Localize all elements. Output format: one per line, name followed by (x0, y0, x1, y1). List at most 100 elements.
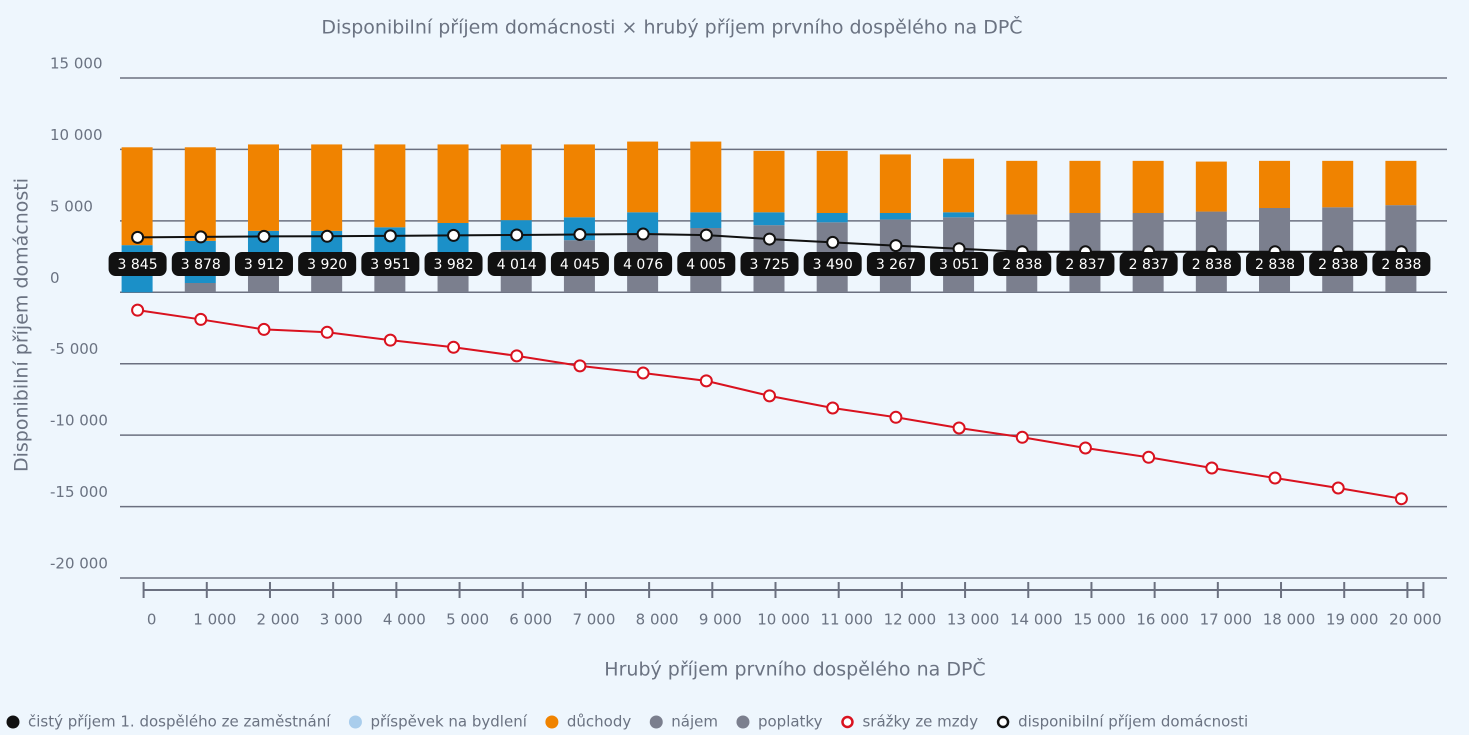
bar (184, 147, 216, 241)
x-tick-label: 7 000 (572, 611, 615, 629)
x-tick-label: 18 000 (1263, 611, 1316, 629)
legend-label: příspěvek na bydlení (370, 713, 527, 731)
marker (952, 421, 966, 435)
value-label-box (1246, 252, 1305, 276)
x-tick-label: 16 000 (1136, 611, 1189, 629)
value-label-box (614, 252, 673, 276)
value-label-box (1056, 252, 1115, 276)
value-label-box (298, 252, 357, 276)
marker (1268, 471, 1282, 485)
marker (763, 389, 776, 403)
bar (753, 212, 785, 226)
value-label: 4 045 (560, 257, 600, 273)
marker (763, 232, 776, 246)
x-tick-label: 13 000 (947, 611, 1000, 629)
value-label-box (550, 252, 609, 276)
marker (383, 333, 397, 347)
marker (889, 239, 903, 253)
x-axis-label: Hrubý příjem prvního dospělého na DPČ (604, 657, 985, 681)
marker (510, 349, 524, 363)
x-tick-label: 17 000 (1200, 611, 1253, 629)
legend-label: disponibilní příjem domácnosti (1018, 713, 1248, 731)
value-label-box (1182, 252, 1241, 276)
marker (194, 230, 208, 244)
bar (121, 147, 153, 246)
legend-label: čistý příjem 1. dospělého ze zaměstnání (28, 713, 331, 731)
bar (627, 141, 659, 213)
y-tick-label: -15 000 (50, 483, 108, 501)
value-label: 3 845 (118, 257, 158, 273)
value-label: 4 005 (686, 257, 726, 273)
value-label: 4 076 (623, 257, 663, 273)
value-label: 3 490 (813, 257, 853, 273)
bar (627, 212, 659, 233)
bar (1259, 160, 1291, 208)
x-tick-label: 8 000 (636, 611, 679, 629)
bar (943, 158, 975, 213)
value-label: 2 837 (1065, 257, 1105, 273)
marker (636, 227, 650, 241)
value-label: 2 838 (1381, 257, 1421, 273)
x-tick-label: 11 000 (820, 611, 873, 629)
legend-marker (6, 715, 20, 729)
value-label: 2 838 (1002, 257, 1042, 273)
legend-label: poplatky (758, 713, 823, 731)
value-label-box (487, 252, 546, 276)
bar (690, 212, 722, 228)
marker (194, 312, 208, 326)
bar (247, 272, 279, 293)
marker (699, 374, 713, 388)
marker (1205, 461, 1219, 475)
marker (257, 322, 271, 336)
legend-label: důchody (567, 713, 631, 731)
value-label-box (1119, 252, 1178, 276)
bar (1069, 160, 1101, 213)
marker (131, 303, 145, 317)
value-label: 2 838 (1318, 257, 1358, 273)
x-tick-label: 15 000 (1073, 611, 1126, 629)
bar (1322, 160, 1354, 208)
x-tick-label: 4 000 (383, 611, 426, 629)
marker (320, 229, 334, 243)
bar (1195, 161, 1227, 212)
marker (383, 229, 397, 243)
marker (1078, 441, 1092, 455)
bar (816, 150, 848, 213)
y-tick-label: 5 000 (50, 197, 93, 215)
value-label: 2 838 (1192, 257, 1232, 273)
y-tick-label: -20 000 (50, 555, 108, 573)
value-label-box (361, 252, 420, 276)
marker (447, 340, 461, 354)
marker (257, 229, 271, 243)
legend-marker (545, 715, 559, 729)
value-label-box (803, 252, 862, 276)
marker (1331, 481, 1345, 495)
x-tick-label: 19 000 (1326, 611, 1379, 629)
value-label-box (740, 252, 799, 276)
bar (753, 150, 785, 213)
value-label: 2 837 (1129, 257, 1169, 273)
x-tick-label: 5 000 (446, 611, 489, 629)
bar (690, 141, 722, 213)
marker (826, 401, 840, 415)
value-label-box (866, 252, 925, 276)
value-label: 2 838 (1255, 257, 1295, 273)
y-tick-label: -10 000 (50, 412, 108, 430)
bar (879, 154, 911, 213)
marker (1394, 492, 1408, 506)
x-tick-label: 0 (147, 611, 157, 629)
marker (447, 228, 461, 242)
chart-title: Disponibilní příjem domácnosti × hrubý p… (321, 15, 1022, 39)
y-tick-label: 0 (50, 269, 60, 287)
value-label-box (930, 252, 989, 276)
bar (1132, 160, 1164, 213)
x-tick-label: 2 000 (256, 611, 299, 629)
marker (131, 230, 145, 244)
bar (879, 213, 911, 220)
value-label-box (108, 252, 167, 276)
x-tick-label: 9 000 (699, 611, 742, 629)
marker (699, 228, 713, 242)
x-tick-label: 3 000 (320, 611, 363, 629)
value-label: 3 982 (434, 257, 474, 273)
